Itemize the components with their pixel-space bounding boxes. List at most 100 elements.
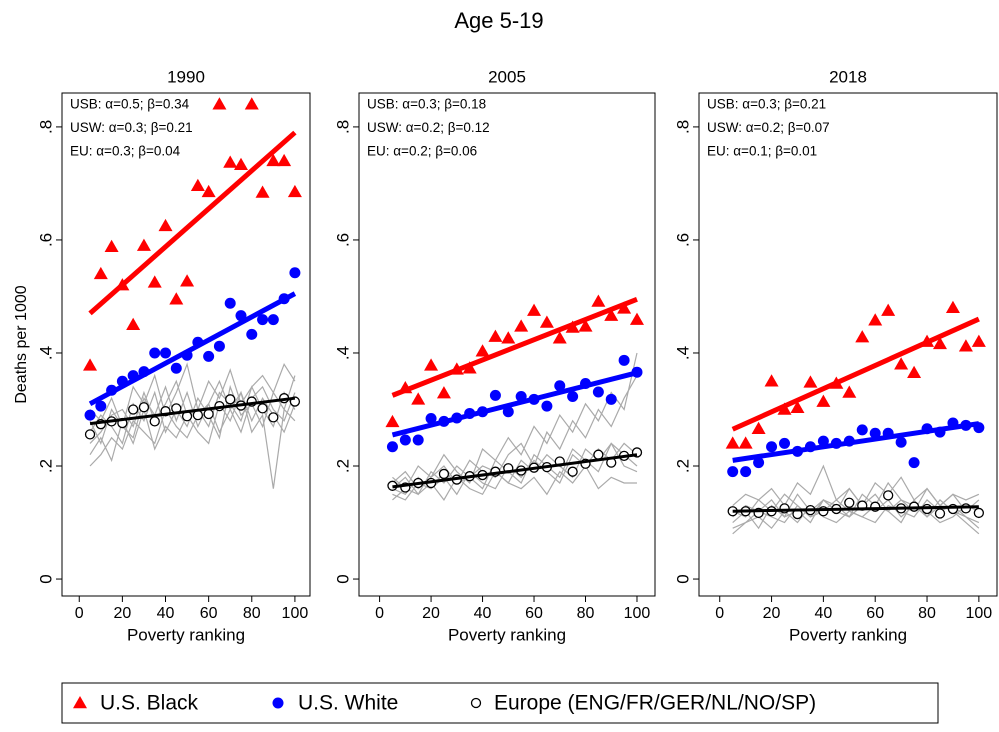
triangle-marker bbox=[201, 184, 216, 198]
annotation: USB: α=0.3; β=0.21 bbox=[707, 97, 826, 112]
circle-marker bbox=[149, 347, 161, 359]
circle-marker bbox=[605, 393, 617, 405]
triangle-marker bbox=[475, 344, 490, 357]
circle-marker bbox=[779, 437, 791, 449]
y-tick-label: .6 bbox=[333, 233, 352, 247]
x-tick-label: 40 bbox=[814, 605, 832, 622]
circle-marker bbox=[289, 267, 301, 279]
circle-marker bbox=[160, 347, 172, 359]
triangle-marker bbox=[881, 303, 896, 316]
hollow-circle-marker bbox=[470, 697, 482, 709]
annotation: EU: α=0.3; β=0.04 bbox=[70, 144, 181, 159]
y-tick-label: 0 bbox=[673, 574, 692, 583]
circle-marker bbox=[592, 386, 604, 398]
annotation: EU: α=0.2; β=0.06 bbox=[367, 144, 477, 159]
triangle-marker bbox=[604, 308, 619, 321]
triangle-marker bbox=[488, 329, 503, 342]
x-tick-label: 20 bbox=[113, 605, 131, 622]
hollow-circle-marker bbox=[84, 429, 96, 440]
triangle-marker bbox=[93, 266, 108, 280]
annotation: EU: α=0.1; β=0.01 bbox=[707, 144, 817, 159]
circle-marker bbox=[203, 350, 215, 362]
annotation: USB: α=0.5; β=0.34 bbox=[70, 97, 190, 112]
circle-marker bbox=[541, 400, 553, 412]
triangle-marker bbox=[436, 386, 451, 399]
triangle-marker bbox=[411, 392, 426, 405]
country-line bbox=[392, 352, 638, 490]
triangle-marker bbox=[958, 339, 973, 352]
circle-marker bbox=[489, 389, 501, 401]
circle-marker bbox=[425, 413, 437, 425]
triangle-marker bbox=[751, 421, 766, 434]
triangle-marker bbox=[932, 336, 947, 350]
circle-marker bbox=[412, 434, 424, 446]
hollow-circle-marker bbox=[268, 412, 279, 423]
y-tick-label: .2 bbox=[333, 459, 352, 473]
x-axis-label: Poverty ranking bbox=[789, 625, 907, 644]
triangle-marker bbox=[104, 239, 119, 252]
triangle-marker bbox=[136, 238, 151, 251]
fit-line bbox=[392, 453, 638, 489]
triangle-marker bbox=[617, 301, 632, 314]
circle-marker bbox=[740, 466, 752, 478]
y-tick-label: .6 bbox=[673, 233, 692, 247]
triangle-marker bbox=[223, 155, 238, 168]
circle-marker bbox=[554, 380, 566, 392]
fit-line bbox=[88, 130, 297, 316]
circle-marker bbox=[246, 328, 258, 340]
plot-frame bbox=[358, 92, 656, 597]
hollow-circle-marker bbox=[438, 468, 450, 480]
x-tick-label: 40 bbox=[157, 605, 175, 622]
panel-title: 2005 bbox=[488, 67, 526, 86]
circle-marker bbox=[618, 354, 630, 366]
circle-marker bbox=[170, 362, 182, 374]
panel-title: 1990 bbox=[167, 67, 205, 86]
x-tick-label: 0 bbox=[75, 605, 84, 622]
triangle-marker bbox=[894, 357, 909, 370]
triangle-marker bbox=[907, 365, 922, 379]
triangle-marker bbox=[971, 334, 986, 347]
fit-line bbox=[732, 505, 979, 513]
y-tick-label: .4 bbox=[333, 346, 352, 360]
x-tick-label: 0 bbox=[715, 605, 724, 622]
triangle-marker bbox=[73, 696, 87, 709]
fit-line bbox=[731, 316, 980, 432]
hollow-circle-marker bbox=[934, 508, 946, 519]
circle-marker bbox=[567, 390, 579, 402]
triangle-marker bbox=[424, 358, 439, 371]
triangle-marker bbox=[738, 436, 753, 449]
triangle-marker bbox=[629, 312, 644, 325]
circle-marker bbox=[272, 697, 284, 709]
legend-label: U.S. Black bbox=[100, 692, 199, 715]
circle-marker bbox=[856, 424, 868, 436]
y-tick-label: .6 bbox=[36, 233, 55, 247]
circle-marker bbox=[213, 340, 225, 352]
circle-marker bbox=[766, 441, 778, 453]
triangle-marker bbox=[277, 153, 292, 167]
x-tick-label: 80 bbox=[577, 605, 595, 622]
x-tick-label: 20 bbox=[763, 605, 781, 622]
annotation: USW: α=0.2; β=0.07 bbox=[707, 120, 830, 135]
y-tick-label: 0 bbox=[36, 574, 55, 583]
triangle-marker bbox=[514, 319, 529, 332]
triangle-marker bbox=[803, 375, 818, 388]
hollow-circle-marker bbox=[593, 449, 604, 460]
legend-label: U.S. White bbox=[298, 692, 398, 715]
circle-marker bbox=[502, 406, 514, 418]
hollow-circle-marker bbox=[225, 394, 236, 405]
circle-marker bbox=[869, 427, 881, 439]
triangle-marker bbox=[790, 400, 805, 414]
circle-marker bbox=[257, 314, 269, 326]
hollow-circle-marker bbox=[844, 497, 855, 508]
triangle-marker bbox=[255, 185, 270, 198]
triangle-marker bbox=[83, 358, 98, 371]
x-tick-label: 80 bbox=[243, 605, 261, 622]
triangle-marker bbox=[266, 153, 281, 167]
triangle-marker bbox=[158, 218, 173, 232]
triangle-marker bbox=[842, 385, 857, 398]
triangle-marker bbox=[816, 394, 831, 407]
legend-label: Europe (ENG/FR/GER/NL/NO/SP) bbox=[494, 692, 816, 715]
circle-marker bbox=[95, 400, 107, 412]
figure-title: Age 5-19 bbox=[454, 8, 543, 33]
